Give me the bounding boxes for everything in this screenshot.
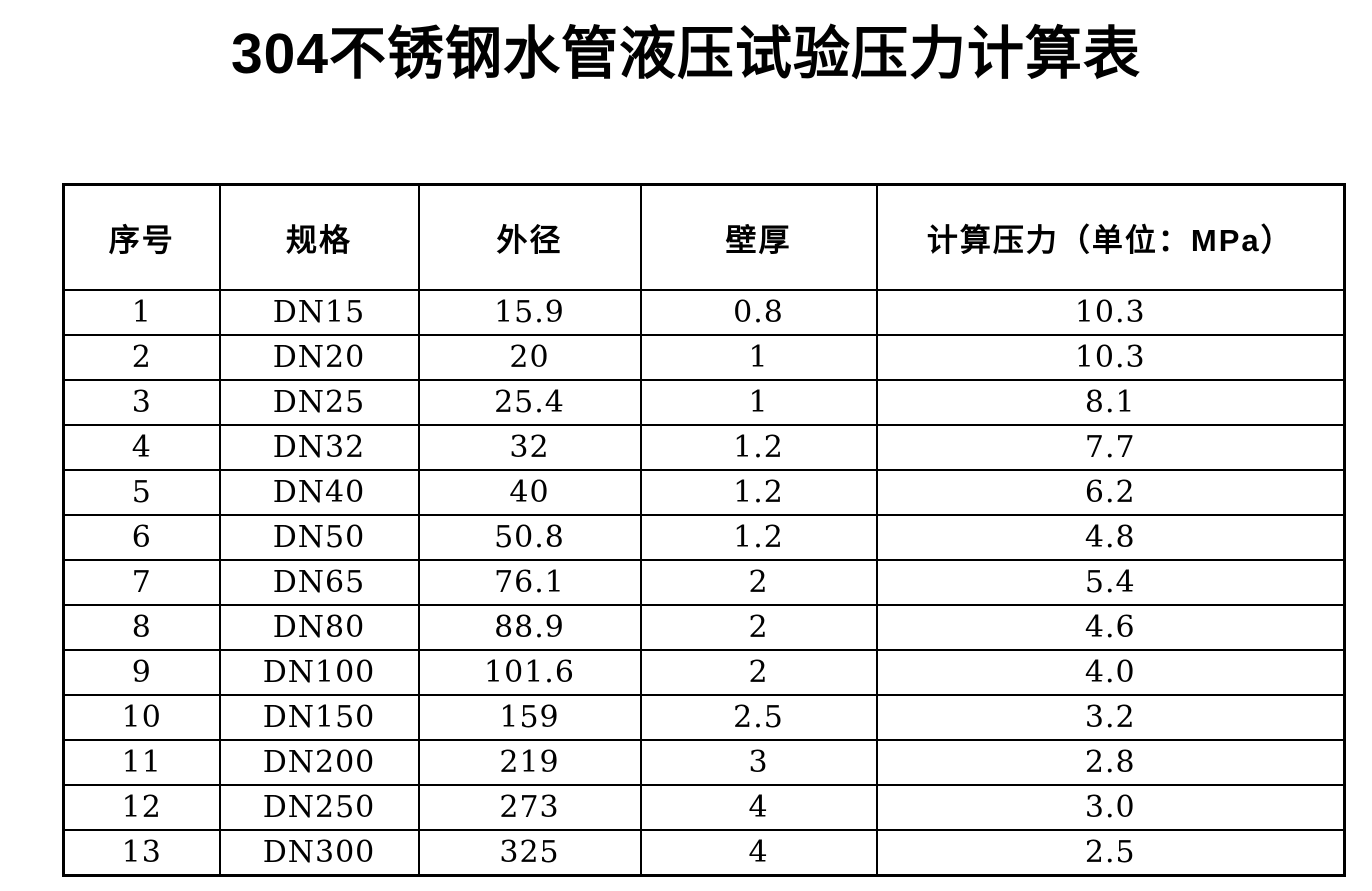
table-cell: 2 — [62, 334, 221, 381]
table-row: 11 DN200 219 3 2.8 — [62, 739, 1346, 786]
table-cell: 4 — [639, 784, 878, 831]
table-cell: 4.8 — [875, 514, 1346, 561]
table-cell: 4 — [62, 424, 221, 471]
table-cell: 15.9 — [417, 289, 642, 336]
table-cell: 3.0 — [875, 784, 1346, 831]
table-cell: DN80 — [218, 604, 420, 651]
column-header: 外径 — [417, 183, 642, 291]
table-cell: 2 — [639, 559, 878, 606]
table-cell: 10 — [62, 694, 221, 741]
table-cell: 1 — [639, 379, 878, 426]
table-cell: 2.8 — [875, 739, 1346, 786]
table-row: 10 DN150 159 2.5 3.2 — [62, 694, 1346, 741]
table-cell: 3.2 — [875, 694, 1346, 741]
table-cell: 3 — [639, 739, 878, 786]
table-cell: 1.2 — [639, 514, 878, 561]
table-cell: 32 — [417, 424, 642, 471]
table-cell: DN32 — [218, 424, 420, 471]
table-cell: 40 — [417, 469, 642, 516]
table-cell: 20 — [417, 334, 642, 381]
table-cell: DN200 — [218, 739, 420, 786]
table-cell: 5.4 — [875, 559, 1346, 606]
table-cell: 8.1 — [875, 379, 1346, 426]
table-cell: 4.6 — [875, 604, 1346, 651]
table-cell: 0.8 — [639, 289, 878, 336]
table-row: 13 DN300 325 4 2.5 — [62, 829, 1346, 877]
table-cell: 1.2 — [639, 469, 878, 516]
table-cell: 4.0 — [875, 649, 1346, 696]
table-cell: 1.2 — [639, 424, 878, 471]
table-row: 2 DN20 20 1 10.3 — [62, 334, 1346, 381]
table-cell: 9 — [62, 649, 221, 696]
table-cell: 1 — [639, 334, 878, 381]
table-cell: 50.8 — [417, 514, 642, 561]
table-cell: DN20 — [218, 334, 420, 381]
table-cell: 2 — [639, 649, 878, 696]
column-header: 序号 — [62, 183, 221, 291]
table-cell: 1 — [62, 289, 221, 336]
table-row: 12 DN250 273 4 3.0 — [62, 784, 1346, 831]
column-header: 规格 — [218, 183, 420, 291]
table-cell: 7.7 — [875, 424, 1346, 471]
table-cell: 325 — [417, 829, 642, 877]
table-cell: 6 — [62, 514, 221, 561]
table-row: 1 DN15 15.9 0.8 10.3 — [62, 289, 1346, 336]
table-cell: 88.9 — [417, 604, 642, 651]
table-cell: DN25 — [218, 379, 420, 426]
table-cell: 6.2 — [875, 469, 1346, 516]
page-title: 304不锈钢水管液压试验压力计算表 — [230, 22, 1142, 86]
table-cell: 159 — [417, 694, 642, 741]
table-header-row: 序号 规格 外径 壁厚 计算压力（单位：MPa） — [62, 183, 1346, 291]
table-cell: 3 — [62, 379, 221, 426]
table-cell: 12 — [62, 784, 221, 831]
table-cell: 5 — [62, 469, 221, 516]
table-row: 6 DN50 50.8 1.2 4.8 — [62, 514, 1346, 561]
column-header: 计算压力（单位：MPa） — [875, 183, 1346, 291]
pressure-calculation-table: 序号 规格 外径 壁厚 计算压力（单位：MPa） 1 DN15 15.9 0.8 10.3 2 DN… — [62, 183, 1346, 877]
table-cell: DN50 — [218, 514, 420, 561]
table-cell: 4 — [639, 829, 878, 877]
table-cell: 219 — [417, 739, 642, 786]
table-cell: DN15 — [218, 289, 420, 336]
table-cell: 10.3 — [875, 289, 1346, 336]
table-cell: 25.4 — [417, 379, 642, 426]
table-row: 9 DN100 101.6 2 4.0 — [62, 649, 1346, 696]
table-cell: 76.1 — [417, 559, 642, 606]
table-cell: 273 — [417, 784, 642, 831]
column-header: 壁厚 — [639, 183, 878, 291]
table-cell: 2.5 — [875, 829, 1346, 877]
table-row: 5 DN40 40 1.2 6.2 — [62, 469, 1346, 516]
table-cell: 8 — [62, 604, 221, 651]
table-row: 8 DN80 88.9 2 4.6 — [62, 604, 1346, 651]
table-cell: DN100 — [218, 649, 420, 696]
table-cell: 11 — [62, 739, 221, 786]
table-row: 4 DN32 32 1.2 7.7 — [62, 424, 1346, 471]
table-cell: DN150 — [218, 694, 420, 741]
table-cell: DN65 — [218, 559, 420, 606]
table-row: 7 DN65 76.1 2 5.4 — [62, 559, 1346, 606]
table-cell: 13 — [62, 829, 221, 877]
table-cell: 2 — [639, 604, 878, 651]
table-cell: 10.3 — [875, 334, 1346, 381]
table-cell: 101.6 — [417, 649, 642, 696]
table-row: 3 DN25 25.4 1 8.1 — [62, 379, 1346, 426]
table-cell: DN300 — [218, 829, 420, 877]
table-cell: DN40 — [218, 469, 420, 516]
table-cell: DN250 — [218, 784, 420, 831]
table-cell: 2.5 — [639, 694, 878, 741]
table-cell: 7 — [62, 559, 221, 606]
